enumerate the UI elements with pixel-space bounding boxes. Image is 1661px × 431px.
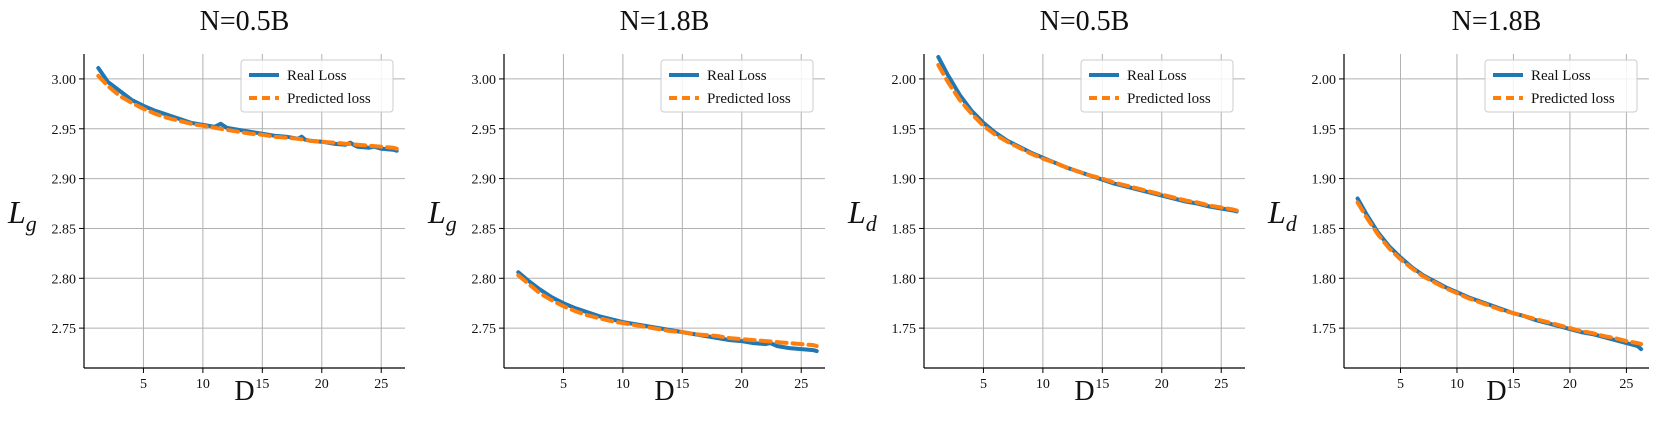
- chart-title: N=0.5B: [1040, 6, 1130, 37]
- y-axis-label: Ld: [847, 194, 878, 236]
- y-tick-label: 2.75: [472, 322, 497, 337]
- x-tick-label: 20: [315, 377, 329, 392]
- x-tick-label: 25: [794, 377, 808, 392]
- x-tick-label: 10: [196, 377, 210, 392]
- y-tick-label: 1.85: [1312, 222, 1337, 237]
- x-tick-label: 20: [1155, 377, 1169, 392]
- legend-label-real-loss: Real Loss: [1127, 68, 1187, 84]
- x-axis-label: D: [1486, 376, 1506, 407]
- legend-label-real-loss: Real Loss: [287, 68, 347, 84]
- legend-label-real-loss: Real Loss: [1531, 68, 1591, 84]
- x-tick-label: 20: [735, 377, 749, 392]
- x-axis-label: D: [234, 376, 254, 407]
- legend: Real Loss Predicted loss: [240, 59, 394, 113]
- series-line-predicted-loss: [96, 73, 399, 151]
- y-tick-label: 1.75: [892, 322, 917, 337]
- y-tick-label: 2.00: [1312, 73, 1337, 88]
- x-axis-label: D: [1074, 376, 1094, 407]
- x-tick-label: 10: [1450, 377, 1464, 392]
- legend-label-predicted-loss: Predicted loss: [287, 91, 371, 107]
- y-tick-label: 2.90: [52, 173, 77, 188]
- chart-title: N=0.5B: [200, 6, 290, 37]
- y-tick-label: 2.75: [52, 322, 77, 337]
- panel-3: 5 10 15 20 25 1.75 1.80 1.85 1.90 1.95 2.00 N=0.5B D…: [847, 6, 1245, 407]
- series-line-predicted-loss: [936, 63, 1239, 213]
- x-tick-label: 5: [560, 377, 567, 392]
- x-axis-label: D: [654, 376, 674, 407]
- y-tick-label: 2.85: [52, 222, 77, 237]
- x-tick-label: 20: [1563, 377, 1577, 392]
- x-tick-label: 10: [1036, 377, 1050, 392]
- y-tick-label: 2.85: [472, 222, 497, 237]
- x-tick-label: 25: [1619, 377, 1633, 392]
- y-tick-label: 2.80: [52, 272, 77, 287]
- y-tick-label: 2.90: [472, 173, 497, 188]
- panel-2: 5 10 15 20 25 2.75 2.80 2.85 2.90 2.95 3.00 N=1.8B D…: [427, 6, 825, 407]
- chart-title: N=1.8B: [1452, 6, 1542, 37]
- y-axis-label: Lg: [7, 194, 37, 236]
- x-tick-label: 10: [616, 377, 630, 392]
- y-axis-label: Lg: [427, 194, 457, 236]
- x-tick-label: 5: [140, 377, 147, 392]
- y-tick-label: 3.00: [472, 73, 497, 88]
- y-tick-label: 3.00: [52, 73, 77, 88]
- legend: Real Loss Predicted loss: [660, 59, 814, 113]
- x-tick-label: 5: [1397, 377, 1404, 392]
- y-tick-label: 1.95: [1312, 123, 1337, 138]
- series-line-predicted-loss: [516, 273, 819, 349]
- y-tick-label: 1.80: [1312, 272, 1337, 287]
- chart-title: N=1.8B: [620, 6, 710, 37]
- legend-label-predicted-loss: Predicted loss: [1127, 91, 1211, 107]
- x-tick-label: 5: [980, 377, 987, 392]
- y-tick-label: 2.80: [472, 272, 497, 287]
- legend: Real Loss Predicted loss: [1484, 59, 1638, 113]
- y-tick-label: 1.80: [892, 272, 917, 287]
- y-axis-label: Ld: [1267, 194, 1298, 236]
- legend-label-predicted-loss: Predicted loss: [707, 91, 791, 107]
- x-tick-label: 15: [255, 377, 269, 392]
- panel-4: 5 10 15 20 25 1.75 1.80 1.85 1.90 1.95 2.00 N=1.8B D…: [1267, 6, 1649, 407]
- x-tick-label: 15: [1095, 377, 1109, 392]
- y-tick-label: 1.90: [1312, 173, 1337, 188]
- x-tick-label: 15: [1506, 377, 1520, 392]
- legend-label-real-loss: Real Loss: [707, 68, 767, 84]
- series-line-predicted-loss: [1355, 200, 1644, 347]
- y-tick-label: 2.95: [52, 123, 77, 138]
- legend-label-predicted-loss: Predicted loss: [1531, 91, 1615, 107]
- panel-1: 5 10 15 20 25 2.75 2.80 2.85 2.90 2.95 3.00 N=0.5B D…: [7, 6, 405, 407]
- y-tick-label: 2.95: [472, 123, 497, 138]
- x-tick-label: 15: [675, 377, 689, 392]
- y-tick-label: 1.95: [892, 123, 917, 138]
- y-tick-label: 1.85: [892, 222, 917, 237]
- y-tick-label: 1.90: [892, 173, 917, 188]
- x-tick-label: 25: [1214, 377, 1228, 392]
- legend: Real Loss Predicted loss: [1080, 59, 1234, 113]
- x-tick-label: 25: [374, 377, 388, 392]
- y-tick-label: 1.75: [1312, 322, 1337, 337]
- y-tick-label: 2.00: [892, 73, 917, 88]
